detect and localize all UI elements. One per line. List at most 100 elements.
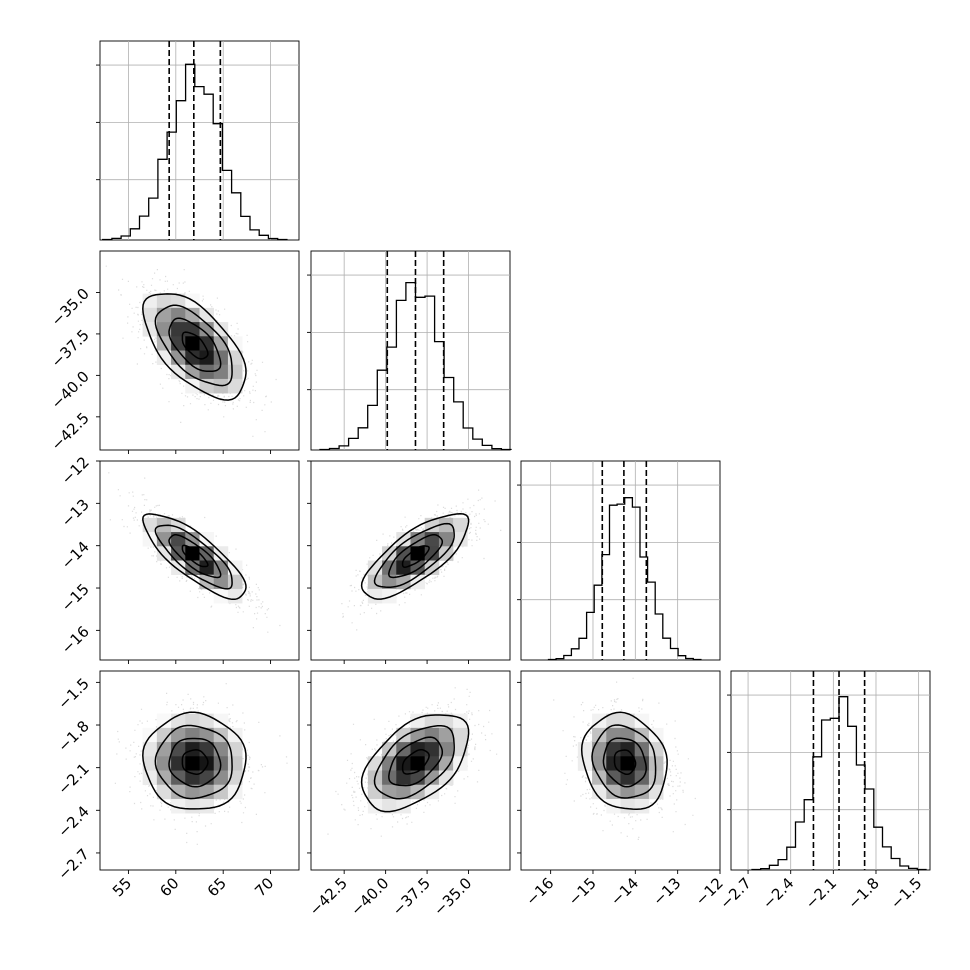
density-cell	[199, 364, 215, 380]
density-cell	[171, 727, 186, 743]
contour-line	[360, 714, 470, 813]
density-cell	[396, 546, 411, 561]
density-cell	[606, 756, 621, 771]
contour-line	[388, 534, 444, 579]
scatter-panel-1-0	[96, 250, 300, 454]
y-tick-label: −35.0	[48, 285, 93, 330]
density-cell	[185, 742, 200, 757]
hist-frame	[730, 670, 931, 871]
scatter-panel-3-1	[307, 670, 511, 874]
contour-line	[142, 711, 247, 810]
x-tick-label: −2.4	[759, 874, 797, 912]
density-cell	[620, 784, 636, 800]
contour-line	[168, 317, 222, 373]
histogram-1	[307, 250, 512, 451]
x-tick-label: −13	[649, 874, 684, 909]
density-cell	[142, 293, 158, 309]
hist-frame	[520, 460, 721, 661]
density-cell	[438, 713, 454, 729]
hist-frame	[310, 250, 511, 451]
density-cell	[648, 742, 664, 757]
y-tick-label: −37.5	[48, 326, 93, 371]
panel-frame	[310, 670, 511, 871]
scatter-panel-3-0	[96, 670, 300, 874]
density-cell	[185, 784, 200, 800]
density-cell	[185, 350, 200, 366]
density-cell	[438, 756, 454, 771]
histogram-step	[102, 63, 288, 241]
density-cell	[156, 713, 172, 729]
y-tick-label: −15	[58, 580, 93, 615]
density-cell	[156, 322, 172, 337]
density-cell	[171, 322, 186, 337]
density-cell	[185, 307, 200, 323]
x-tick-label: 60	[156, 874, 182, 900]
y-tick-label: −16	[58, 622, 93, 657]
y-tick-label: −14	[58, 538, 93, 573]
density-cell	[199, 350, 215, 366]
density-cell	[199, 756, 215, 771]
density-cell	[367, 784, 383, 800]
density-cell	[620, 713, 636, 729]
histogram-0	[96, 40, 300, 241]
density-cell	[156, 784, 172, 800]
density-cell	[227, 378, 243, 394]
density-cell	[606, 784, 621, 800]
density-cell	[382, 588, 397, 604]
density-cell	[634, 713, 650, 729]
density-cell	[382, 574, 397, 590]
density-cell	[410, 770, 426, 786]
density-cell	[648, 756, 664, 771]
density-cell	[592, 727, 607, 743]
density-cell	[185, 756, 200, 771]
contour-line	[373, 522, 455, 588]
density-cell	[142, 770, 158, 786]
histogram-step	[547, 497, 702, 661]
y-tick-label: −2.1	[54, 760, 92, 798]
density-cell	[648, 770, 664, 786]
density-cell	[592, 742, 607, 757]
x-tick-label: 70	[251, 874, 277, 900]
x-tick-label: −42.5	[306, 874, 351, 919]
density-cell	[620, 798, 636, 814]
contour-line	[580, 711, 668, 811]
panel-frame	[99, 250, 300, 451]
x-tick-label: −14	[607, 874, 642, 909]
density-cell	[185, 713, 200, 729]
density-cell	[156, 727, 172, 743]
contour-line	[154, 524, 233, 590]
density-cell	[199, 784, 215, 800]
density-cell	[199, 798, 215, 814]
density-cell	[592, 784, 607, 800]
contour-line	[154, 724, 233, 800]
density-cell	[156, 350, 172, 366]
density-cell	[199, 336, 215, 351]
contour-line	[373, 724, 455, 800]
scatter-panel-2-1	[307, 460, 511, 664]
density-cell	[438, 517, 454, 533]
density-cell	[620, 756, 636, 771]
density-cell	[185, 798, 200, 814]
y-tick-label: −2.4	[54, 802, 92, 840]
contour-line	[181, 749, 209, 775]
contour-line	[181, 544, 209, 568]
scatter-panel-2-0	[96, 460, 300, 664]
x-tick-label: −40.0	[347, 874, 392, 919]
panel-frame	[99, 670, 300, 871]
contour-line	[591, 724, 657, 799]
x-tick-label: −37.5	[389, 874, 434, 919]
density-cell	[382, 798, 397, 814]
density-cell	[156, 546, 172, 561]
density-cell	[410, 756, 426, 771]
density-cell	[424, 560, 440, 576]
hist-frame	[99, 40, 300, 241]
density-cell	[396, 532, 411, 547]
density-cell	[185, 336, 200, 351]
density-cell	[199, 560, 215, 576]
scatter-panel-3-2	[517, 670, 721, 874]
x-tick-label: −15	[565, 874, 600, 909]
y-tick-label: −2.7	[54, 845, 92, 883]
x-tick-label: −35.0	[430, 874, 475, 919]
density-cell	[142, 307, 158, 323]
panel-frame	[99, 460, 300, 661]
